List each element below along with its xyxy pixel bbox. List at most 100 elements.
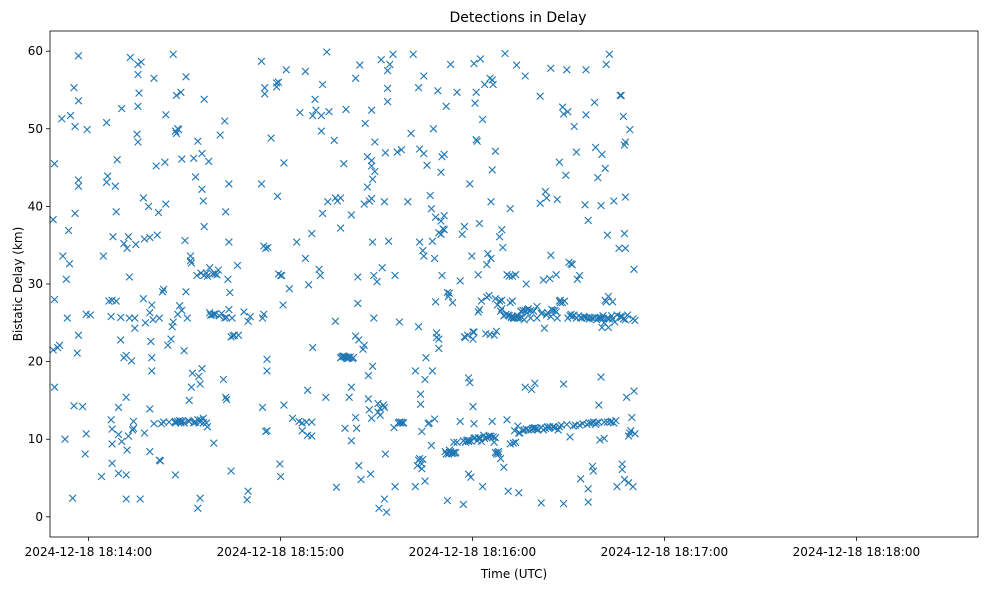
data-point — [195, 372, 203, 381]
data-point — [500, 463, 508, 471]
data-point — [227, 467, 235, 475]
data-point — [150, 74, 158, 83]
data-point — [177, 88, 185, 97]
data-point — [210, 439, 218, 447]
data-point — [317, 111, 326, 120]
data-point — [505, 272, 513, 280]
data-point — [492, 327, 501, 336]
data-point — [193, 271, 201, 280]
data-point — [156, 457, 165, 465]
data-point — [430, 254, 439, 263]
data-point — [178, 306, 186, 315]
data-point — [541, 187, 550, 196]
data-point — [610, 197, 618, 205]
data-point — [520, 315, 528, 324]
data-point — [584, 485, 592, 493]
data-point — [434, 87, 442, 95]
data-point — [97, 472, 106, 481]
data-point — [364, 395, 373, 403]
data-point — [194, 137, 202, 145]
data-point — [426, 191, 434, 200]
y-tick-label: 60 — [28, 44, 43, 58]
data-point — [288, 414, 297, 423]
data-point — [336, 224, 345, 232]
data-point — [570, 122, 578, 131]
data-point — [411, 482, 420, 491]
data-point — [324, 197, 332, 206]
data-point — [74, 97, 83, 105]
data-point — [416, 390, 425, 398]
data-point — [311, 95, 319, 104]
data-point — [618, 460, 626, 468]
data-point — [427, 441, 436, 450]
data-point — [341, 424, 349, 433]
data-point — [221, 393, 230, 402]
data-point — [563, 420, 571, 429]
data-point — [144, 202, 153, 211]
data-point — [125, 314, 134, 322]
data-point — [132, 240, 140, 249]
data-point — [70, 83, 78, 92]
data-point — [559, 499, 568, 508]
data-point — [597, 201, 605, 210]
data-point — [316, 271, 325, 280]
data-point — [496, 307, 505, 315]
data-point — [563, 66, 571, 74]
data-point — [187, 259, 196, 267]
data-point — [524, 426, 533, 434]
data-point — [582, 66, 590, 74]
data-point — [276, 271, 285, 280]
data-point — [601, 164, 609, 173]
data-point — [399, 419, 408, 427]
data-point — [595, 418, 603, 426]
data-point — [510, 426, 519, 435]
data-point — [365, 405, 374, 414]
data-point — [368, 175, 377, 183]
data-point — [159, 418, 168, 426]
data-point — [445, 289, 454, 298]
data-point — [182, 73, 190, 81]
data-point — [573, 275, 582, 284]
data-point — [222, 395, 231, 404]
data-point — [331, 317, 340, 326]
data-point — [480, 80, 489, 89]
data-point — [108, 440, 116, 448]
data-point — [280, 159, 288, 167]
data-point — [602, 298, 610, 306]
data-point — [198, 149, 206, 158]
data-point — [292, 238, 301, 246]
data-point — [55, 341, 64, 350]
data-point — [620, 475, 629, 484]
data-point — [117, 437, 126, 446]
data-point — [162, 200, 170, 208]
y-axis: 0 10 20 30 40 50 60 — [28, 44, 50, 524]
data-point — [371, 138, 379, 146]
data-point — [460, 222, 469, 231]
data-point — [332, 483, 341, 492]
data-point — [453, 88, 461, 97]
data-point — [49, 215, 57, 224]
data-point — [619, 112, 628, 121]
data-point — [134, 138, 142, 146]
data-point — [323, 48, 331, 56]
data-point — [568, 260, 576, 269]
data-point — [261, 244, 270, 253]
data-point — [380, 197, 389, 206]
data-point — [203, 423, 212, 431]
data-point — [443, 496, 452, 505]
data-point — [199, 197, 208, 205]
data-point — [260, 83, 269, 92]
data-point — [308, 343, 317, 352]
data-point — [466, 180, 474, 188]
data-point — [61, 435, 69, 443]
data-point — [391, 271, 399, 280]
y-tick-label: 20 — [28, 355, 43, 369]
data-point — [354, 299, 362, 308]
data-point — [411, 367, 420, 375]
data-point — [469, 402, 477, 411]
y-tick-label: 0 — [35, 510, 43, 524]
data-point — [468, 252, 476, 260]
data-point — [595, 401, 603, 409]
data-point — [279, 301, 287, 309]
data-point — [423, 161, 431, 170]
